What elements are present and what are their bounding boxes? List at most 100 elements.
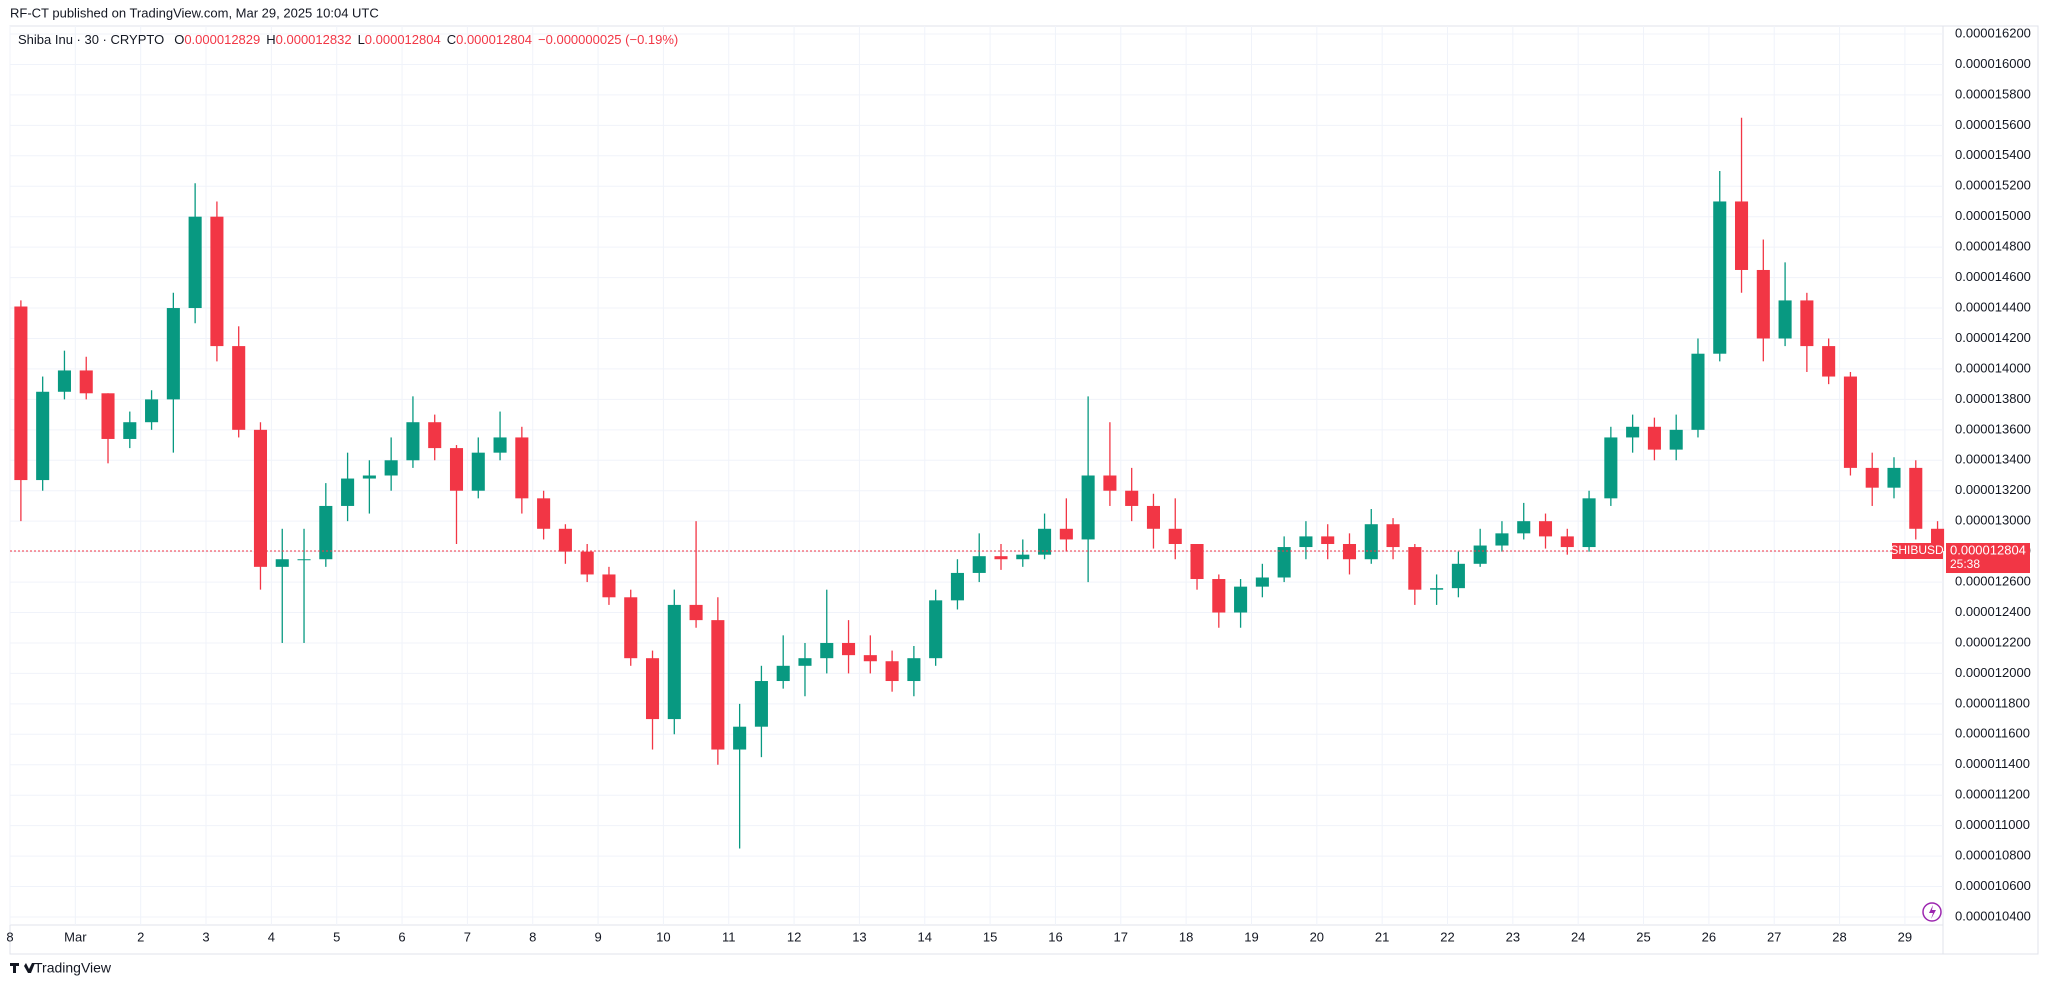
price-tag: 0.000012804 bbox=[1950, 542, 2026, 557]
y-tick-label: 0.000014800 bbox=[1955, 239, 2031, 254]
y-tick-label: 0.000011000 bbox=[1955, 817, 2030, 832]
candle-body bbox=[1604, 437, 1618, 499]
x-tick-label: 3 bbox=[202, 929, 209, 944]
candle-body bbox=[1473, 545, 1487, 564]
candle-body bbox=[558, 528, 572, 552]
brand-logo bbox=[10, 963, 35, 973]
legend-low-label: L bbox=[358, 32, 365, 47]
candle-body bbox=[1538, 521, 1553, 537]
candle-body bbox=[842, 642, 856, 656]
candle-body bbox=[232, 346, 246, 430]
candle-body bbox=[1277, 547, 1291, 578]
candle-body bbox=[297, 559, 311, 561]
candle-body bbox=[1865, 467, 1879, 488]
candle-body bbox=[166, 308, 180, 400]
candle-body bbox=[57, 370, 71, 392]
candle-body bbox=[798, 658, 812, 666]
candle-body bbox=[319, 505, 333, 560]
x-tick-label: 18 bbox=[1179, 929, 1193, 944]
x-tick-label: 2 bbox=[137, 929, 144, 944]
candle-body bbox=[123, 422, 137, 439]
y-tick-label: 0.000015400 bbox=[1955, 147, 2031, 162]
x-tick-label: 23 bbox=[1506, 929, 1520, 944]
candle-body bbox=[624, 597, 638, 659]
candle-body bbox=[972, 556, 986, 573]
y-tick-label: 0.000014600 bbox=[1955, 269, 2031, 284]
x-tick-label: Mar bbox=[64, 929, 87, 944]
candle-body bbox=[493, 437, 507, 453]
candle-body bbox=[1255, 577, 1269, 587]
candle-body bbox=[1408, 547, 1422, 590]
y-tick-label: 0.000013400 bbox=[1955, 452, 2031, 467]
candle-body bbox=[1517, 521, 1531, 534]
x-tick-label: 12 bbox=[787, 929, 801, 944]
candle-body bbox=[1146, 505, 1160, 529]
legend-open: 0.000012829 bbox=[184, 32, 260, 47]
x-tick-label: 10 bbox=[656, 929, 670, 944]
candle-body bbox=[275, 559, 289, 567]
candle-body bbox=[689, 604, 703, 621]
y-tick-label: 0.000012200 bbox=[1955, 634, 2031, 649]
x-tick-label: 14 bbox=[918, 929, 932, 944]
candle-body bbox=[1038, 528, 1052, 555]
candle-body bbox=[1430, 588, 1444, 590]
y-tick-label: 0.000011800 bbox=[1955, 695, 2030, 710]
candle-body bbox=[471, 452, 485, 491]
y-tick-label: 0.000012400 bbox=[1955, 604, 2031, 619]
candle-body bbox=[253, 429, 268, 567]
candle-body bbox=[1103, 475, 1117, 491]
symbol-tag: SHIBUSD bbox=[1890, 543, 1944, 557]
candle-body bbox=[362, 475, 376, 479]
candle-body bbox=[863, 655, 877, 662]
legend-close: 0.000012804 bbox=[456, 32, 532, 47]
x-tick-label: 24 bbox=[1571, 929, 1585, 944]
x-tick-label: 19 bbox=[1244, 929, 1258, 944]
candle-body bbox=[384, 460, 398, 476]
candle-body bbox=[907, 658, 921, 682]
candle-body bbox=[885, 661, 899, 682]
legend-change: −0.000000025 (−0.19%) bbox=[538, 32, 678, 47]
candle-body bbox=[580, 551, 594, 575]
y-tick-label: 0.000016200 bbox=[1955, 25, 2031, 40]
y-tick-label: 0.000015800 bbox=[1955, 86, 2031, 101]
candle-body bbox=[537, 498, 551, 529]
countdown: 25:38 bbox=[1950, 557, 1980, 571]
y-tick-label: 0.000012000 bbox=[1955, 665, 2031, 680]
x-tick-label: 5 bbox=[333, 929, 340, 944]
x-tick-label: 4 bbox=[268, 929, 275, 944]
candle-body bbox=[1299, 536, 1313, 548]
candle-body bbox=[188, 216, 202, 309]
candle-body bbox=[1212, 579, 1226, 613]
candle-body bbox=[1125, 490, 1139, 506]
candle-body bbox=[950, 572, 964, 601]
candle-body bbox=[776, 665, 790, 682]
candle-body bbox=[1734, 201, 1749, 270]
alert-bolt bbox=[1929, 905, 1936, 919]
symbol-tag-bg bbox=[1892, 543, 1943, 560]
x-tick-label: 9 bbox=[594, 929, 601, 944]
brand: TradingView bbox=[34, 960, 112, 976]
alert-icon[interactable] bbox=[1922, 902, 1942, 922]
candle-body bbox=[79, 370, 93, 394]
candle-body bbox=[210, 216, 224, 347]
candle-body bbox=[711, 620, 725, 750]
candle-body bbox=[667, 604, 681, 720]
y-tick-label: 0.000015200 bbox=[1955, 178, 2031, 193]
legend-low: 0.000012804 bbox=[365, 32, 441, 47]
candle-body bbox=[733, 726, 747, 750]
x-tick-label: 28 bbox=[1832, 929, 1846, 944]
y-tick-label: 0.000014200 bbox=[1955, 330, 2031, 345]
x-tick-label: 21 bbox=[1375, 929, 1389, 944]
y-tick-label: 0.000012600 bbox=[1955, 574, 2031, 589]
candle-body bbox=[645, 658, 660, 720]
candle-body bbox=[1647, 426, 1661, 450]
y-tick-label: 0.000015600 bbox=[1955, 117, 2031, 132]
legend: Shiba Inu · 30 · CRYPTO O0.000012829 H0.00… bbox=[18, 32, 678, 47]
candle-body bbox=[1626, 426, 1640, 438]
candle-body bbox=[101, 393, 115, 439]
y-tick-label: 0.000016000 bbox=[1955, 56, 2031, 71]
candle-body bbox=[1822, 346, 1836, 377]
legend-open-label: O bbox=[174, 32, 184, 47]
y-tick-label: 0.000015000 bbox=[1955, 208, 2031, 223]
x-tick-label: 7 bbox=[464, 929, 471, 944]
